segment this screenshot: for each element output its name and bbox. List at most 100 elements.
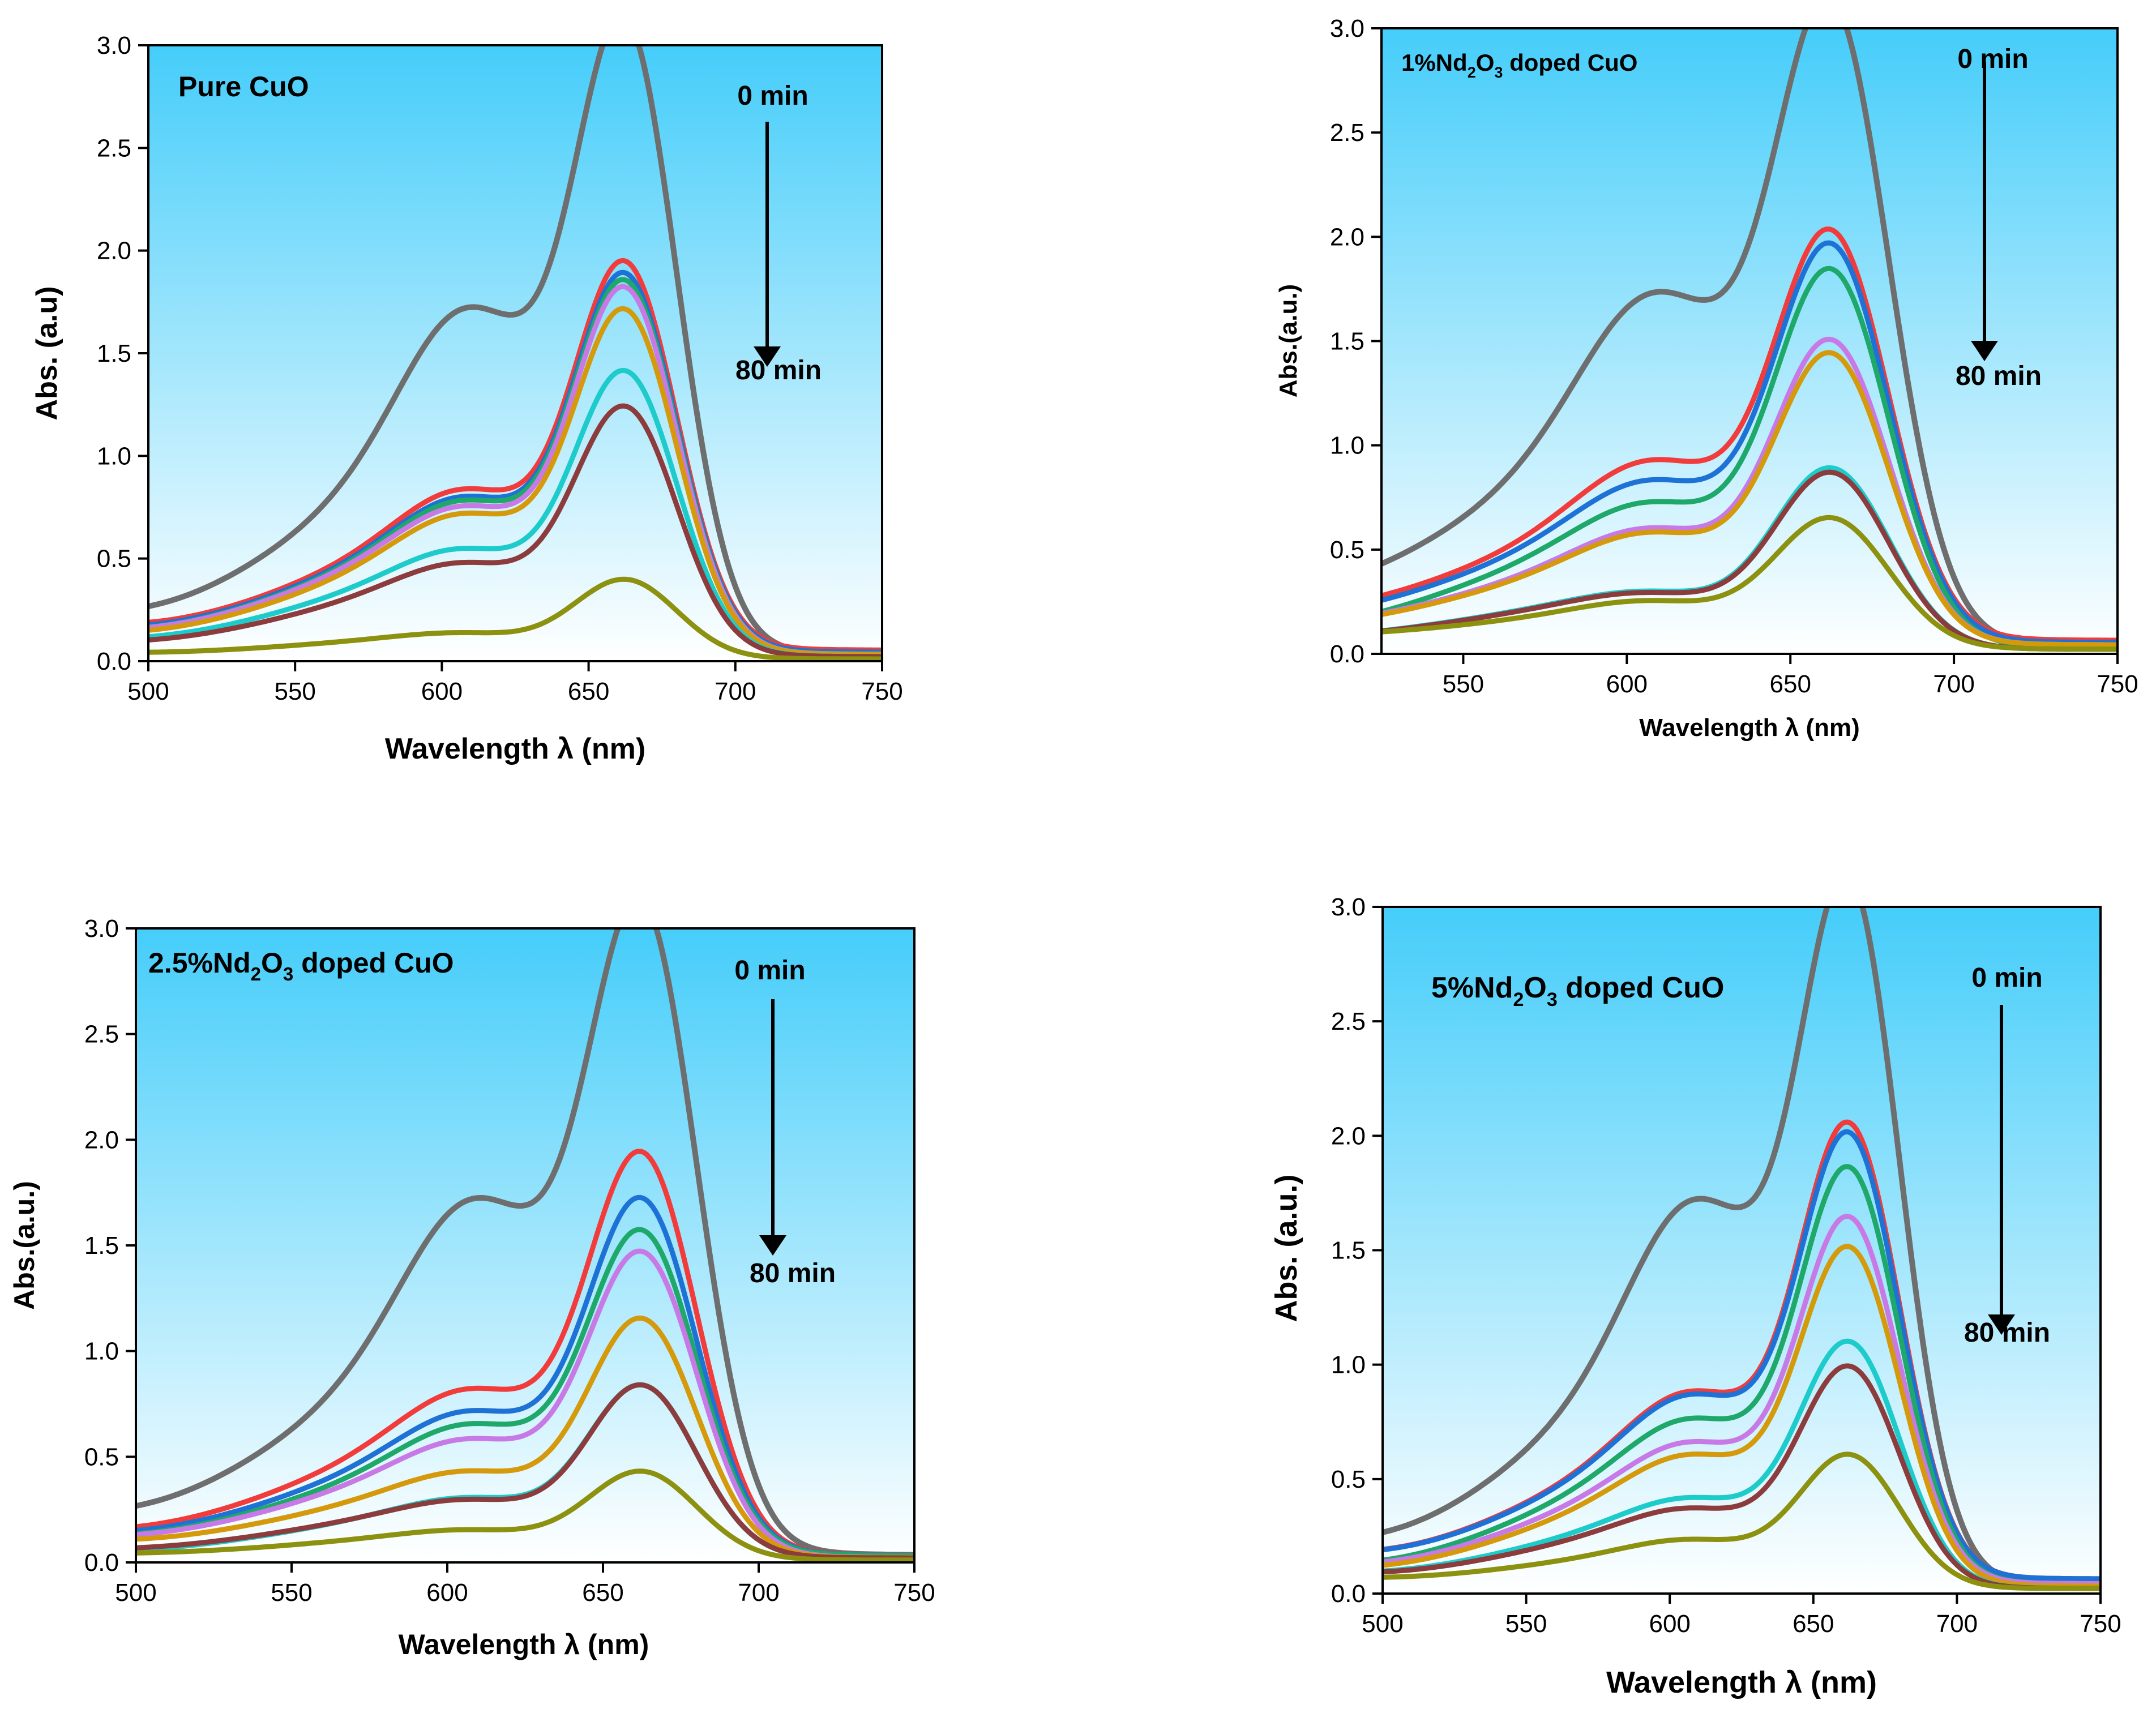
x-tick-label: 750	[2097, 670, 2138, 698]
title-subscript: 3	[283, 963, 293, 984]
title-subscript: 2	[1468, 64, 1476, 81]
x-tick-label: 550	[1443, 670, 1484, 698]
x-tick-label: 600	[1606, 670, 1648, 698]
y-tick-label: 1.5	[84, 1232, 119, 1260]
series-line-time-7	[1383, 1363, 2101, 1591]
y-axis-title: Abs. (a.u)	[31, 286, 63, 421]
y-tick-label: 2.0	[97, 237, 131, 265]
chart-panel-bottom-left: 500 550 600 650 700 750 0.0 0.5 1.0 1.5 2.0 2.5 3.0 W…	[8, 915, 935, 1660]
x-tick-label: 700	[738, 1579, 779, 1607]
y-tick-label: 2.5	[97, 134, 131, 162]
x-tick-label: 650	[568, 678, 609, 705]
x-tick-label: 500	[127, 678, 169, 705]
arrow-start-label: 0 min	[1971, 963, 2042, 993]
x-tick-label: 650	[1793, 1610, 1834, 1638]
y-tick-label: 1.0	[1331, 1351, 1366, 1379]
series-line-time-8	[1383, 1451, 2101, 1591]
title-subscript: 3	[1494, 64, 1503, 81]
y-axis-title: Abs.(a.u.)	[8, 1181, 40, 1310]
title-segment: O	[1476, 49, 1495, 76]
y-tick-label: 2.5	[84, 1021, 119, 1048]
y-tick-label: 1.5	[97, 340, 131, 367]
series-line-time-7	[136, 1382, 914, 1561]
x-tick-label: 750	[893, 1579, 935, 1607]
y-tick-label: 0.0	[1330, 640, 1364, 668]
x-tick-label: 600	[1649, 1610, 1690, 1638]
y-tick-label: 0.5	[97, 545, 131, 573]
title-segment: 5%Nd	[1431, 971, 1513, 1004]
y-tick-label: 3.0	[84, 915, 119, 943]
x-axis-title: Wavelength λ (nm)	[1639, 714, 1860, 742]
x-tick-label: 700	[1933, 670, 1974, 698]
y-tick-label: 0.5	[84, 1443, 119, 1471]
plot-background	[148, 45, 882, 661]
chart-panel-top-right: 550 600 650 700 750 0.0 0.5 1.0 1.5 2.0 2.5 3.0 Wave…	[1274, 15, 2138, 742]
y-tick-label: 2.0	[1330, 223, 1364, 251]
title-segment: O	[1524, 971, 1546, 1004]
panel-title: 1%Nd2O3 doped CuO	[1401, 49, 1637, 81]
title-segment: O	[261, 947, 283, 979]
x-tick-label: 550	[271, 1579, 312, 1607]
y-tick-label: 3.0	[1331, 893, 1366, 921]
y-tick-label: 2.5	[1330, 119, 1364, 147]
series-line-0min	[136, 928, 914, 1558]
title-subscript: 2	[1513, 989, 1524, 1010]
series-line-time-8	[1381, 515, 2118, 652]
y-tick-label: 1.0	[84, 1338, 119, 1365]
y-tick-label: 1.0	[1330, 432, 1364, 460]
x-tick-label: 500	[1362, 1610, 1403, 1638]
series-group	[1381, 28, 2118, 652]
series-line-0min	[1383, 907, 2101, 1588]
x-tick-label: 600	[426, 1579, 468, 1607]
series-line-time-8	[148, 576, 882, 661]
series-line-time-2	[1381, 240, 2118, 645]
title-subscript: 2	[251, 963, 261, 984]
arrow-start-label: 0 min	[1957, 44, 2028, 74]
x-tick-label: 750	[2080, 1610, 2121, 1638]
series-line-0min	[148, 45, 882, 657]
title-segment: doped CuO	[293, 947, 454, 979]
x-axis-title: Wavelength λ (nm)	[399, 1629, 649, 1660]
panel-title: 2.5%Nd2O3 doped CuO	[148, 947, 454, 984]
y-tick-label: 2.0	[84, 1126, 119, 1154]
arrow-start-label: 0 min	[737, 81, 808, 111]
plot-background	[1383, 907, 2101, 1594]
title-segment: 2.5%Nd	[148, 947, 251, 979]
y-tick-label: 3.0	[1330, 15, 1364, 42]
chart-panel-bottom-right: 500 550 600 650 700 750 0.0 0.5 1.0 1.5 2.0 2.5 3.0 W…	[1269, 893, 2121, 1699]
x-axis-title: Wavelength λ (nm)	[1606, 1665, 1877, 1699]
title-segment: doped CuO	[1503, 49, 1637, 76]
y-tick-label: 3.0	[97, 32, 131, 59]
x-tick-label: 750	[861, 678, 902, 705]
x-tick-label: 500	[115, 1579, 156, 1607]
panel-title: 5%Nd2O3 doped CuO	[1431, 971, 1724, 1010]
arrow-end-label: 80 min	[1964, 1318, 2050, 1348]
y-tick-label: 0.0	[1331, 1580, 1366, 1608]
series-group	[136, 928, 914, 1562]
y-axis-title: Abs.(a.u.)	[1274, 284, 1302, 397]
title-segment: 1%Nd	[1401, 49, 1468, 76]
series-line-time-4	[1383, 1214, 2101, 1587]
chart-panel-top-left: 500 550 600 650 700 750 0.0 0.5 1.0 1.5 2.0 2.5 3.0 W…	[31, 32, 903, 765]
x-tick-label: 550	[274, 678, 315, 705]
y-tick-label: 1.5	[1330, 328, 1364, 356]
arrow-end-label: 80 min	[1956, 361, 2042, 391]
x-tick-label: 650	[1770, 670, 1811, 698]
series-line-time-5	[1381, 350, 2118, 648]
y-tick-label: 0.5	[1331, 1466, 1366, 1493]
y-tick-label: 0.5	[1330, 536, 1364, 564]
x-axis-title: Wavelength λ (nm)	[385, 733, 645, 765]
series-line-time-7	[148, 403, 882, 659]
x-tick-label: 650	[582, 1579, 623, 1607]
y-tick-label: 0.0	[84, 1549, 119, 1577]
series-line-time-8	[136, 1468, 914, 1562]
x-tick-label: 700	[715, 678, 756, 705]
series-line-time-5	[148, 306, 882, 657]
x-tick-label: 550	[1505, 1610, 1547, 1638]
arrow-end-label: 80 min	[735, 356, 822, 386]
arrow-start-label: 0 min	[734, 956, 805, 986]
x-tick-label: 600	[421, 678, 463, 705]
panel-title: Pure CuO	[178, 71, 309, 102]
arrow-end-label: 80 min	[750, 1258, 836, 1288]
